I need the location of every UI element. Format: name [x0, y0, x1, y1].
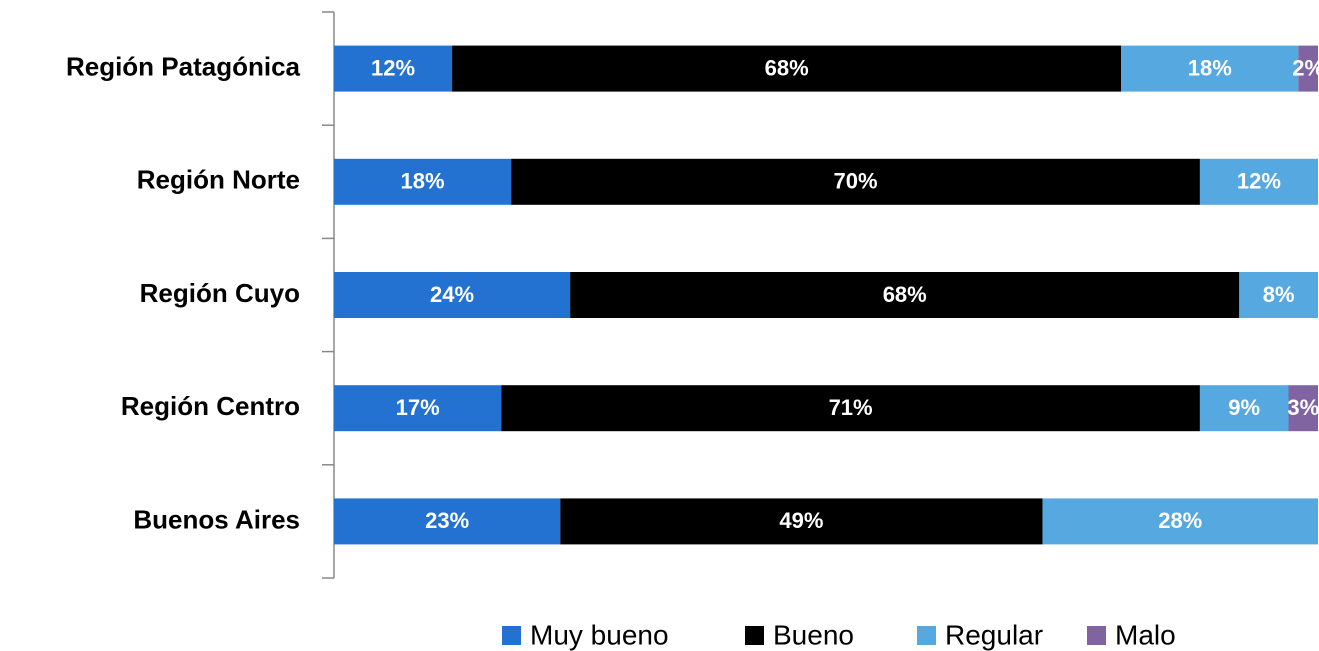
bar-segment	[334, 498, 561, 545]
value-label: 2%	[1292, 55, 1319, 80]
legend-swatch	[1087, 626, 1106, 645]
value-label: 12%	[371, 55, 415, 80]
legend-label: Bueno	[773, 619, 854, 650]
bar-segment	[334, 45, 453, 92]
value-label: 18%	[1188, 55, 1232, 80]
bar-segment	[501, 385, 1200, 432]
value-label: 49%	[779, 508, 823, 533]
category-label: Región Cuyo	[140, 278, 300, 308]
bar-segment	[1239, 272, 1318, 318]
legend-label: Regular	[945, 619, 1043, 650]
legend-label: Muy bueno	[530, 619, 669, 650]
bar-segment	[334, 385, 502, 432]
bar-segment	[1298, 45, 1318, 92]
value-label: 17%	[396, 395, 440, 420]
bar-segment	[452, 45, 1122, 92]
value-label: 8%	[1263, 282, 1295, 307]
legend-swatch	[745, 626, 764, 645]
bar-segment	[560, 498, 1043, 545]
legend-swatch	[502, 626, 521, 645]
bar-segment	[1199, 158, 1318, 205]
bar-segment	[334, 272, 571, 318]
category-label: Región Norte	[137, 165, 300, 195]
value-label: 68%	[883, 282, 927, 307]
category-label: Buenos Aires	[133, 504, 300, 534]
bar-segment	[1199, 385, 1289, 432]
legend-swatch	[917, 626, 936, 645]
bar-segment	[1121, 45, 1299, 92]
bar-segment	[570, 272, 1240, 318]
value-label: 3%	[1287, 395, 1319, 420]
value-label: 71%	[829, 395, 873, 420]
value-label: 12%	[1237, 169, 1281, 194]
bar-segment	[1042, 498, 1318, 545]
category-label: Región Patagónica	[66, 51, 301, 81]
value-label: 24%	[430, 282, 474, 307]
value-label: 9%	[1228, 395, 1260, 420]
bar-segment	[1288, 385, 1318, 432]
value-label: 28%	[1158, 508, 1202, 533]
value-label: 68%	[765, 55, 809, 80]
bar-segment	[334, 158, 512, 205]
bar-segment	[511, 158, 1200, 205]
value-label: 70%	[833, 169, 877, 194]
category-label: Región Centro	[121, 391, 300, 421]
value-label: 23%	[425, 508, 469, 533]
value-label: 18%	[401, 169, 445, 194]
legend-label: Malo	[1115, 619, 1176, 650]
